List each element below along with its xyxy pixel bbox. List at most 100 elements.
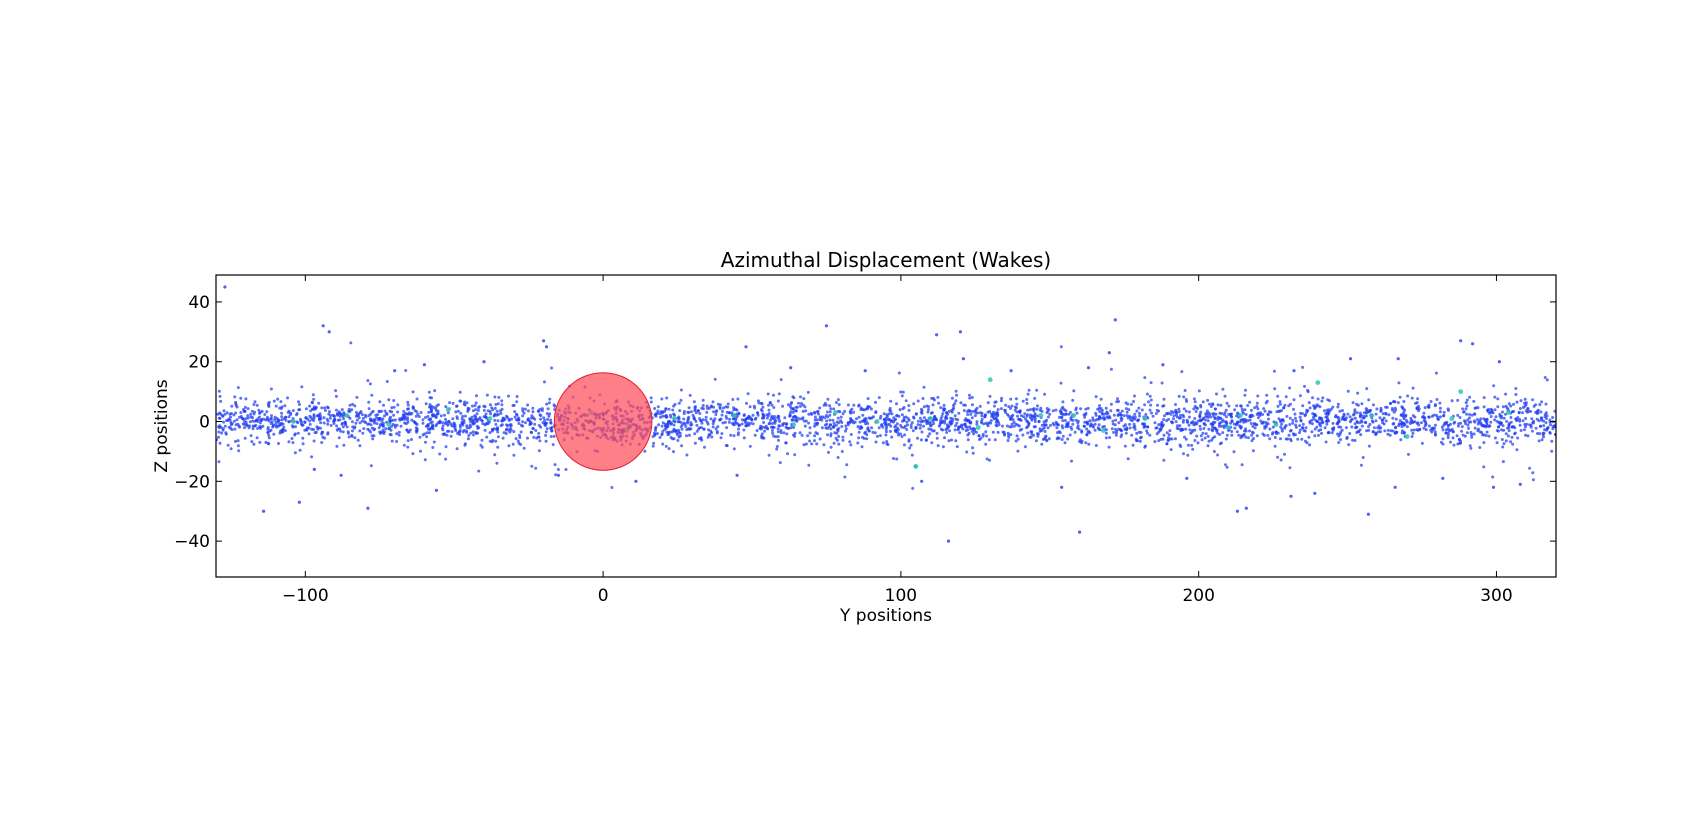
scatter-point: [1493, 436, 1497, 440]
scatter-point: [515, 395, 519, 398]
scatter-point: [507, 394, 510, 398]
scatter-point: [955, 421, 959, 425]
scatter-point: [223, 412, 227, 416]
scatter-point: [233, 427, 237, 431]
scatter-point: [1502, 416, 1506, 420]
scatter-point: [800, 433, 804, 437]
scatter-point: [452, 421, 456, 425]
x-tick-label: 300: [1480, 586, 1512, 606]
scatter-point: [1129, 402, 1133, 406]
scatter-point: [255, 403, 259, 407]
scatter-point: [390, 439, 394, 443]
scatter-point: [841, 435, 845, 439]
scatter-point: [677, 428, 680, 432]
scatter-point: [1133, 394, 1136, 398]
scatter-point: [656, 409, 660, 413]
scatter-point: [1138, 414, 1142, 418]
scatter-point: [1551, 416, 1555, 419]
scatter-point: [736, 397, 740, 401]
scatter-point: [1308, 421, 1312, 425]
scatter-point: [1398, 419, 1402, 423]
scatter-point: [789, 402, 793, 406]
scatter-point: [884, 427, 888, 431]
scatter-point: [1061, 405, 1065, 409]
scatter-point: [430, 426, 434, 430]
scatter-point: [493, 406, 497, 410]
scatter-point: [1119, 413, 1123, 417]
scatter-point: [727, 420, 731, 424]
scatter-point: [1195, 422, 1199, 426]
scatter-point: [1270, 432, 1274, 436]
scatter-point: [1106, 416, 1110, 420]
scatter-point: [1381, 418, 1385, 422]
scatter-point: [791, 395, 795, 399]
scatter-point: [267, 405, 271, 408]
scatter-point: [382, 403, 385, 407]
scatter-point: [1262, 420, 1266, 424]
scatter-point: [808, 426, 812, 430]
highlight-point: [1226, 425, 1231, 430]
scatter-point: [1032, 407, 1036, 411]
scatter-point: [1048, 412, 1052, 416]
scatter-point: [230, 404, 234, 408]
scatter-point: [1371, 420, 1375, 424]
scatter-point: [1482, 424, 1486, 428]
scatter-point: [1470, 413, 1474, 417]
scatter-point: [667, 419, 671, 423]
scatter-point: [266, 431, 270, 434]
scatter-point: [1078, 530, 1082, 534]
scatter-point: [1351, 401, 1355, 405]
scatter-point: [418, 435, 422, 439]
scatter-point: [895, 457, 899, 461]
scatter-point: [1345, 437, 1349, 440]
scatter-point: [1239, 436, 1243, 440]
scatter-point: [297, 403, 301, 406]
scatter-point: [514, 418, 518, 422]
scatter-point: [545, 402, 549, 406]
scatter-point: [1368, 422, 1372, 426]
scatter-point: [1358, 411, 1362, 415]
scatter-point: [411, 406, 415, 410]
scatter-point: [1323, 426, 1327, 430]
scatter-point: [553, 463, 557, 467]
scatter-point: [1397, 424, 1401, 428]
scatter-point: [724, 444, 728, 447]
scatter-point: [458, 399, 462, 403]
scatter-point: [728, 411, 731, 415]
scatter-point: [444, 405, 448, 409]
scatter-point: [1478, 446, 1482, 449]
scatter-point: [1015, 402, 1019, 406]
scatter-point: [545, 427, 549, 431]
scatter-point: [301, 436, 305, 440]
scatter-point: [777, 417, 781, 421]
scatter-point: [762, 414, 766, 418]
scatter-point: [1023, 445, 1027, 449]
scatter-point: [1271, 425, 1275, 429]
scatter-point: [505, 414, 508, 418]
scatter-point: [1237, 433, 1241, 437]
scatter-point: [931, 403, 935, 407]
scatter-point: [861, 435, 864, 439]
scatter-point: [942, 403, 946, 407]
scatter-point: [922, 405, 926, 409]
scatter-point: [314, 405, 318, 409]
scatter-point: [546, 407, 550, 411]
scatter-point: [707, 428, 710, 432]
scatter-point: [1497, 421, 1501, 425]
scatter-point: [1160, 381, 1164, 385]
scatter-point: [1330, 427, 1334, 431]
scatter-point: [293, 432, 297, 436]
scatter-point: [428, 403, 432, 407]
scatter-point: [276, 397, 280, 401]
scatter-point: [1319, 428, 1323, 432]
scatter-point: [373, 421, 377, 425]
scatter-point: [971, 410, 975, 414]
scatter-point: [1361, 456, 1365, 459]
scatter-point: [1026, 431, 1030, 435]
scatter-point: [1182, 407, 1186, 411]
scatter-point: [1180, 370, 1184, 374]
scatter-point: [806, 390, 810, 394]
scatter-point: [485, 435, 489, 439]
scatter-point: [1285, 414, 1289, 418]
scatter-point: [914, 426, 918, 429]
